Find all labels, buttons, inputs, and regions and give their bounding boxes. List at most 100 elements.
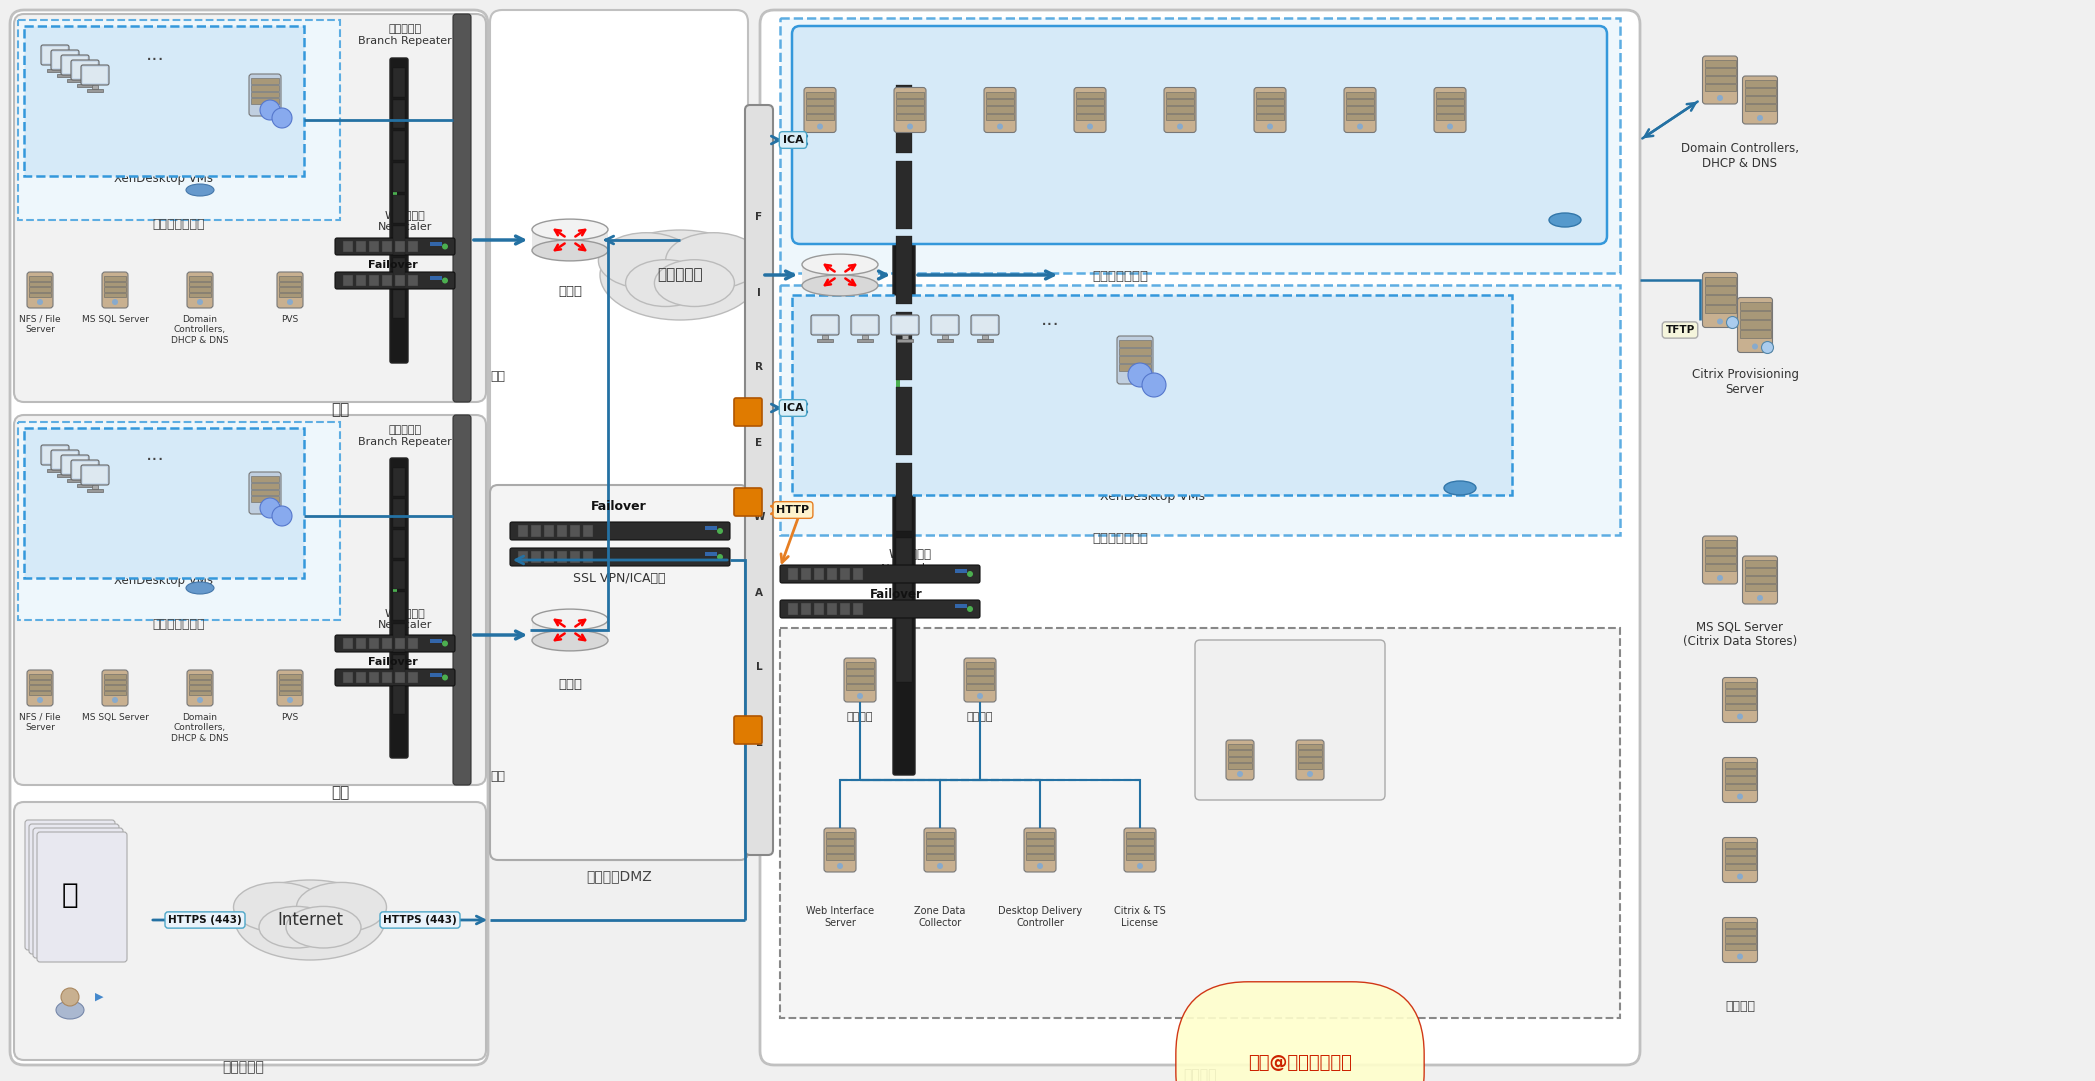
FancyBboxPatch shape — [186, 272, 214, 308]
Text: F: F — [756, 213, 763, 223]
Bar — [1705, 61, 1735, 67]
Bar — [1119, 348, 1150, 355]
Bar — [1077, 98, 1104, 105]
Text: HTTPS (443): HTTPS (443) — [383, 915, 457, 925]
Bar — [901, 335, 909, 339]
Bar — [897, 161, 911, 228]
FancyBboxPatch shape — [186, 670, 214, 706]
Bar — [29, 691, 50, 695]
Bar — [189, 673, 212, 679]
FancyBboxPatch shape — [61, 455, 88, 475]
FancyBboxPatch shape — [792, 26, 1607, 244]
Ellipse shape — [186, 184, 214, 196]
Bar — [356, 275, 367, 286]
Text: Failover: Failover — [591, 501, 647, 513]
Bar — [409, 241, 419, 252]
FancyBboxPatch shape — [490, 485, 748, 860]
FancyBboxPatch shape — [335, 272, 455, 289]
FancyBboxPatch shape — [71, 61, 98, 80]
Bar — [48, 469, 63, 471]
Bar — [105, 293, 126, 297]
Bar — [976, 339, 993, 342]
Bar — [788, 603, 798, 615]
Circle shape — [272, 108, 291, 128]
Text: MS SQL Server: MS SQL Server — [82, 713, 149, 722]
Bar — [19, 422, 339, 620]
Bar — [279, 288, 302, 292]
Bar — [356, 638, 367, 649]
FancyBboxPatch shape — [985, 88, 1016, 133]
Text: SSL VPN/ICA代理: SSL VPN/ICA代理 — [572, 572, 666, 585]
Text: E: E — [756, 438, 763, 448]
Bar — [52, 452, 78, 468]
Bar — [825, 839, 855, 845]
Bar — [582, 525, 593, 537]
Circle shape — [1758, 115, 1764, 121]
Bar — [251, 78, 279, 84]
Bar — [846, 677, 874, 682]
Bar — [1739, 302, 1770, 310]
FancyBboxPatch shape — [823, 828, 857, 872]
Bar — [105, 685, 126, 690]
Bar — [1705, 548, 1735, 555]
Bar — [1125, 854, 1154, 859]
Bar — [429, 276, 442, 280]
Bar — [251, 490, 279, 495]
Ellipse shape — [235, 880, 385, 960]
Bar — [394, 655, 404, 683]
Circle shape — [1358, 123, 1364, 130]
Bar — [105, 281, 126, 286]
FancyBboxPatch shape — [779, 600, 980, 618]
Bar — [369, 275, 379, 286]
Bar — [517, 551, 528, 563]
FancyBboxPatch shape — [1255, 88, 1286, 133]
Bar — [1027, 832, 1054, 838]
FancyBboxPatch shape — [779, 565, 980, 583]
Bar — [279, 680, 302, 684]
FancyBboxPatch shape — [509, 522, 729, 540]
Text: TFTP: TFTP — [1666, 325, 1695, 335]
Circle shape — [1718, 319, 1722, 324]
Bar — [396, 638, 404, 649]
Bar — [987, 106, 1014, 112]
Ellipse shape — [532, 609, 608, 630]
Bar — [396, 275, 404, 286]
Bar — [821, 335, 828, 339]
FancyBboxPatch shape — [50, 50, 80, 70]
Bar — [78, 484, 92, 486]
Bar — [853, 603, 863, 615]
Bar — [532, 619, 608, 640]
Bar — [105, 673, 126, 679]
FancyBboxPatch shape — [733, 398, 763, 426]
Text: 头条@虚拟化爱好者: 头条@虚拟化爱好者 — [1249, 1054, 1351, 1072]
Bar — [1345, 114, 1374, 120]
Bar — [897, 98, 924, 105]
Bar — [29, 281, 50, 286]
Bar — [926, 846, 953, 853]
Bar — [897, 387, 911, 455]
Circle shape — [976, 693, 983, 699]
Bar — [394, 195, 404, 223]
FancyBboxPatch shape — [892, 75, 916, 775]
Bar — [1705, 556, 1735, 563]
Bar — [394, 99, 404, 129]
Bar — [557, 551, 568, 563]
FancyBboxPatch shape — [277, 272, 304, 308]
Bar — [1257, 106, 1284, 112]
Bar — [396, 241, 404, 252]
Bar — [394, 468, 404, 496]
Bar — [1705, 277, 1735, 285]
Circle shape — [38, 299, 44, 305]
Bar — [44, 46, 67, 63]
FancyBboxPatch shape — [1125, 828, 1156, 872]
Ellipse shape — [802, 275, 878, 296]
Bar — [1125, 832, 1154, 838]
Bar — [409, 275, 419, 286]
Bar — [279, 276, 302, 281]
FancyBboxPatch shape — [930, 315, 960, 335]
Text: MS SQL Server
(Citrix Data Stores): MS SQL Server (Citrix Data Stores) — [1682, 620, 1798, 648]
Text: W: W — [754, 512, 765, 522]
FancyBboxPatch shape — [1722, 758, 1758, 802]
Circle shape — [907, 123, 913, 130]
Bar — [251, 92, 279, 97]
